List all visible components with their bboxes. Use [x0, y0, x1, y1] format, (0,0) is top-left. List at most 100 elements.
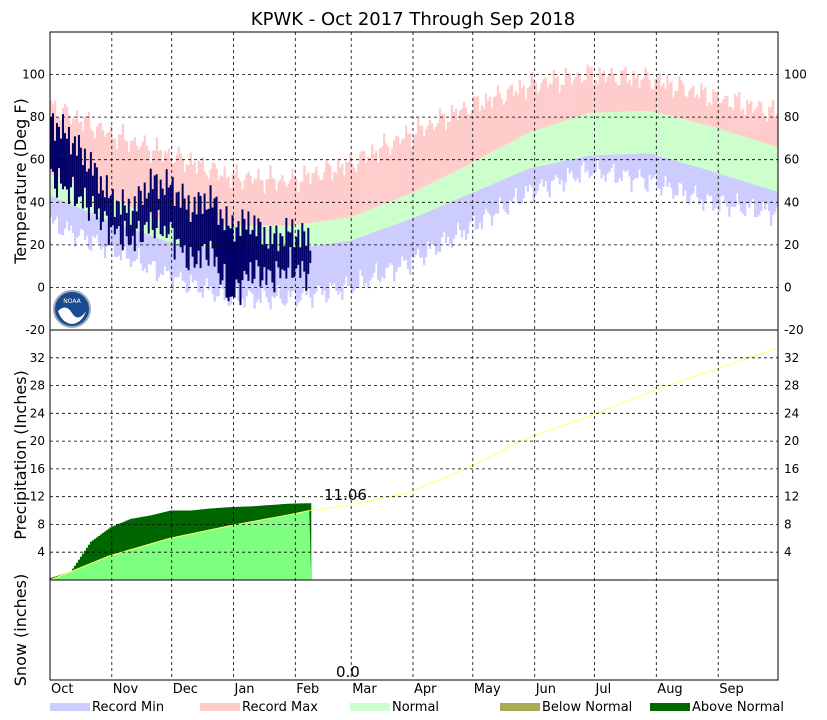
record-min-bar	[716, 172, 719, 205]
record-min-bar	[776, 191, 779, 208]
record-max-bar	[167, 148, 170, 223]
record-min-bar	[606, 154, 609, 174]
record-min-bar	[608, 154, 611, 172]
record-max-bar	[115, 149, 119, 201]
normal-band-bar	[516, 138, 520, 174]
observed-temp-bar	[279, 233, 282, 279]
record-min-bar	[199, 245, 202, 293]
observed-temp-bar	[189, 221, 192, 247]
normal-band-bar	[157, 218, 160, 239]
record-max-bar	[500, 98, 504, 147]
record-max-bar	[213, 163, 216, 226]
record-max-bar	[658, 72, 661, 114]
record-max-bar	[492, 97, 496, 152]
normal-band-bar	[474, 160, 478, 192]
record-min-bar	[770, 189, 773, 226]
record-min-bar	[760, 186, 763, 211]
record-min-bar	[696, 166, 699, 198]
record-max-bar	[367, 156, 370, 211]
normal-band-bar	[424, 185, 428, 213]
record-min-bar	[177, 243, 180, 277]
observed-temp-bar	[303, 231, 306, 272]
normal-band-bar	[638, 111, 641, 154]
record-min-bar	[566, 160, 569, 168]
record-min-bar	[67, 203, 71, 231]
record-max-bar	[409, 133, 412, 194]
normal-band-bar	[614, 111, 617, 155]
normal-band-bar	[570, 118, 573, 160]
record-max-bar	[127, 151, 131, 206]
record-max-bar	[139, 146, 143, 211]
record-min-bar	[361, 236, 364, 276]
record-max-bar	[381, 146, 384, 205]
observed-temp-bar	[203, 193, 206, 244]
precip-total-annotation: 11.06	[324, 486, 367, 504]
record-min-bar	[343, 241, 346, 285]
record-min-bar	[331, 243, 334, 287]
record-min-bar	[434, 208, 438, 255]
observed-temp-bar	[115, 200, 118, 229]
normal-band-bar	[740, 135, 743, 181]
record-max-bar	[163, 150, 166, 222]
record-max-bar	[87, 111, 91, 190]
record-max-bar	[714, 91, 717, 128]
record-max-bar	[532, 78, 535, 131]
record-max-bar	[135, 145, 139, 210]
normal-band-bar	[293, 225, 296, 249]
record-min-bar	[415, 216, 418, 255]
normal-band-bar	[720, 129, 723, 175]
normal-band-bar	[470, 162, 474, 193]
observed-temp-bar	[163, 195, 166, 226]
record-min-bar	[654, 155, 657, 176]
normal-band-bar	[363, 211, 366, 236]
record-max-bar	[426, 125, 430, 185]
observed-temp-bar	[281, 236, 284, 270]
observed-temp-bar	[251, 230, 254, 284]
record-max-bar	[660, 86, 663, 114]
temp-tick-label-right: 80	[784, 110, 799, 124]
normal-band-bar	[670, 116, 673, 160]
record-min-bar	[634, 153, 637, 179]
normal-band-bar	[684, 119, 687, 164]
normal-band-bar	[361, 212, 364, 237]
record-min-bar	[79, 208, 83, 229]
record-max-bar	[416, 117, 420, 190]
record-min-bar	[690, 165, 693, 196]
record-min-bar	[407, 220, 410, 269]
record-max-bar	[614, 81, 617, 112]
record-min-bar	[153, 237, 157, 262]
observed-temp-bar	[177, 191, 180, 239]
normal-band-bar	[359, 213, 362, 238]
record-max-bar	[748, 104, 751, 139]
record-min-bar	[63, 201, 67, 229]
record-max-bar	[221, 176, 224, 226]
normal-band-bar	[379, 205, 382, 230]
record-max-bar	[470, 110, 474, 163]
record-max-bar	[458, 110, 462, 169]
observed-temp-bar	[175, 192, 178, 240]
record-min-bar	[333, 242, 336, 284]
record-max-bar	[610, 68, 613, 113]
normal-band-bar	[568, 119, 571, 160]
record-max-bar	[452, 111, 456, 172]
record-max-bar	[676, 90, 679, 118]
record-max-bar	[257, 168, 260, 226]
record-max-bar	[508, 86, 512, 143]
legend-label: Record Max	[242, 700, 318, 715]
precip-tick-label-right: 28	[784, 379, 799, 393]
observed-temp-bar	[99, 176, 102, 231]
record-min-bar	[155, 237, 158, 282]
temp-tick-label-left: 40	[30, 195, 45, 209]
record-min-bar	[55, 198, 59, 217]
record-min-bar	[215, 247, 218, 297]
normal-band-bar	[750, 138, 753, 184]
observed-temp-bar	[233, 241, 236, 298]
normal-band-bar	[578, 116, 581, 158]
normal-band-bar	[520, 136, 523, 172]
record-max-bar	[303, 165, 306, 224]
record-min-bar	[734, 178, 737, 208]
record-min-bar	[141, 232, 145, 271]
record-min-bar	[502, 179, 506, 210]
record-min-bar	[772, 190, 775, 216]
record-min-bar	[87, 212, 91, 249]
